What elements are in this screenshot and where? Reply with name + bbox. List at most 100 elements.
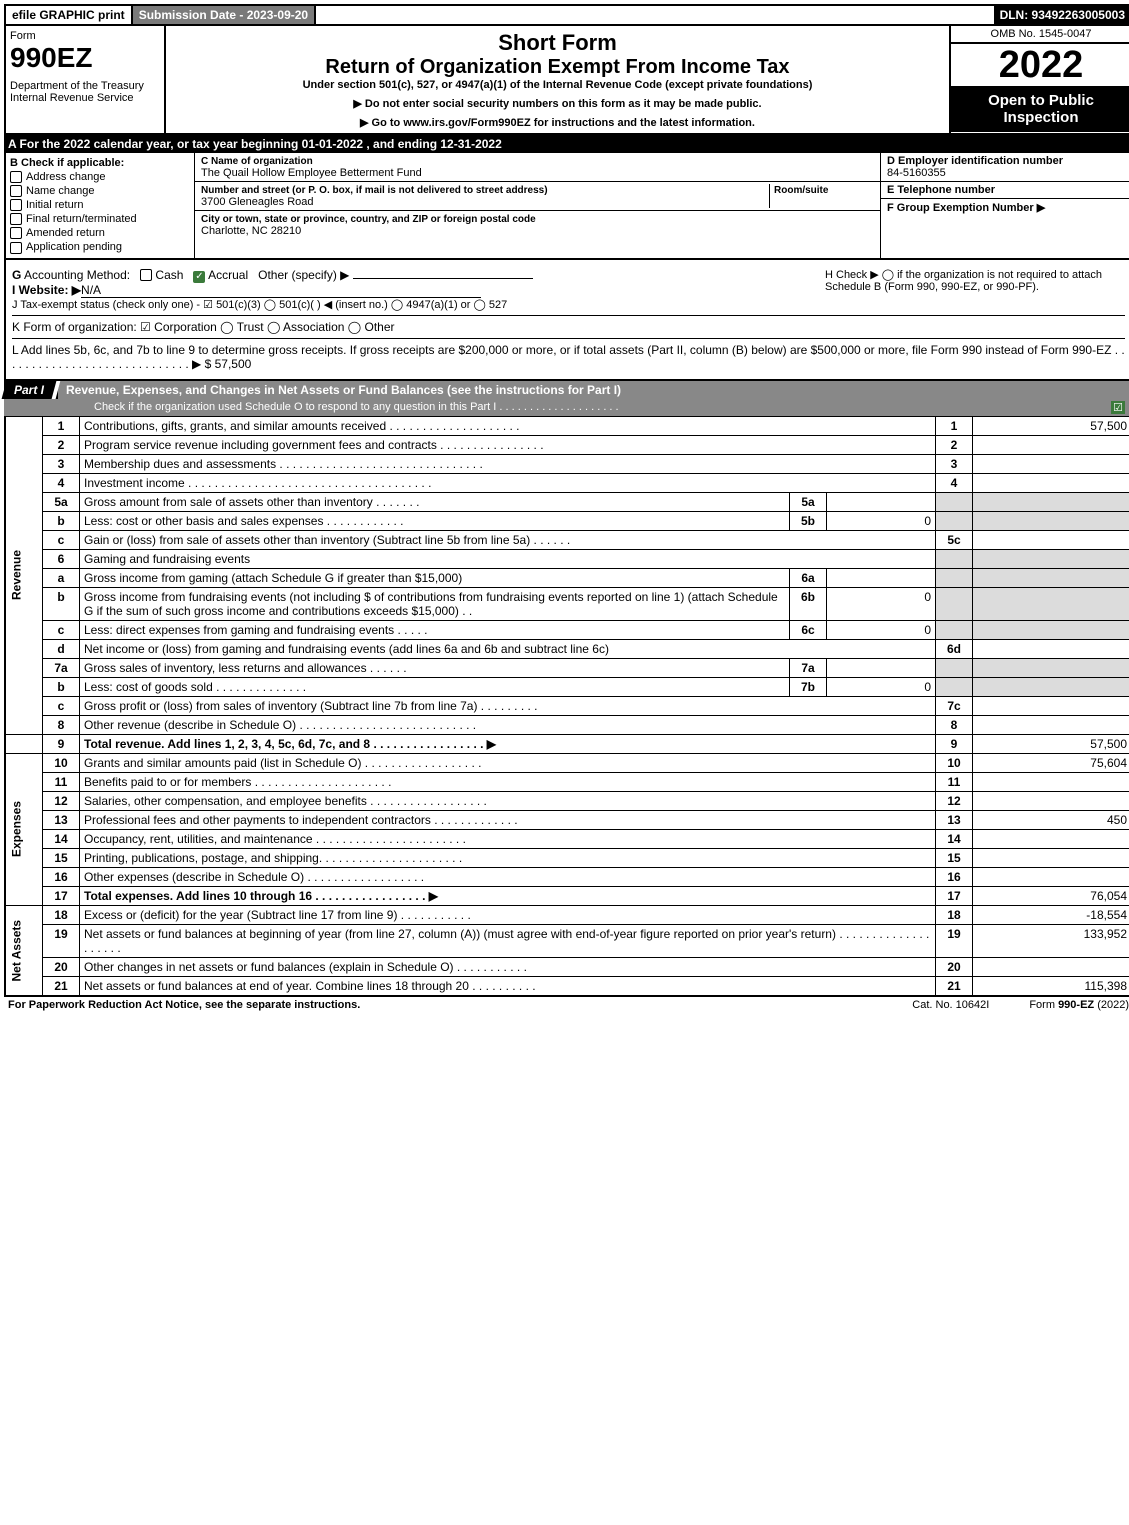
part-i-tab: Part I [2, 381, 61, 399]
line-6c-greybox [936, 620, 973, 639]
line-3-num: 3 [43, 454, 80, 473]
line-11-num: 11 [43, 772, 80, 791]
line-13-desc: Professional fees and other payments to … [80, 810, 936, 829]
line-3-box: 3 [936, 454, 973, 473]
line-14-amt [973, 829, 1129, 848]
c-addr-block: Number and street (or P. O. box, if mail… [195, 182, 880, 211]
line-21-amt: 115,398 [973, 976, 1129, 996]
chk-address[interactable]: Address change [10, 171, 190, 183]
ssn-warning: ▶ Do not enter social security numbers o… [174, 97, 941, 110]
chk-amended[interactable]: Amended return [10, 227, 190, 239]
line-13-num: 13 [43, 810, 80, 829]
line-6d-box: 6d [936, 639, 973, 658]
section-ghijkl: G Accounting Method: Cash ✓ Accrual Othe… [4, 260, 1129, 381]
page-footer: For Paperwork Reduction Act Notice, see … [4, 997, 1129, 1013]
line-6a-greybox [936, 568, 973, 587]
form-word: Form [10, 30, 160, 42]
part-i-sub: Check if the organization used Schedule … [4, 399, 1129, 416]
line-5b-greybox [936, 511, 973, 530]
goto-link[interactable]: ▶ Go to www.irs.gov/Form990EZ for instru… [174, 116, 941, 129]
col-def: D Employer identification number 84-5160… [880, 153, 1129, 258]
line-5a-greyamt [973, 492, 1129, 511]
department: Department of the Treasury Internal Reve… [10, 80, 160, 104]
line-19-box: 19 [936, 924, 973, 957]
header-right: OMB No. 1545-0047 2022 Open to Public In… [949, 26, 1129, 133]
line-7a-num: 7a [43, 658, 80, 677]
line-15-desc: Printing, publications, postage, and shi… [80, 848, 936, 867]
line-2-desc: Program service revenue including govern… [80, 435, 936, 454]
line-9-amt: 57,500 [973, 734, 1129, 753]
line-7c-desc: Gross profit or (loss) from sales of inv… [80, 696, 936, 715]
efile-label: efile GRAPHIC print [6, 6, 133, 24]
line-17-desc: Total expenses. Add lines 10 through 16 … [80, 886, 936, 905]
form-ref: Form 990-EZ (2022) [1029, 999, 1129, 1011]
line-10-amt: 75,604 [973, 753, 1129, 772]
line-15-box: 15 [936, 848, 973, 867]
line-9-desc: Total revenue. Add lines 1, 2, 3, 4, 5c,… [80, 734, 936, 753]
chk-name[interactable]: Name change [10, 185, 190, 197]
line-10-desc: Grants and similar amounts paid (list in… [80, 753, 936, 772]
line-16-box: 16 [936, 867, 973, 886]
room-label: Room/suite [774, 185, 828, 196]
line-13-box: 13 [936, 810, 973, 829]
line-6b-greybox [936, 587, 973, 620]
line-1-amt: 57,500 [973, 416, 1129, 435]
line-19-desc: Net assets or fund balances at beginning… [80, 924, 936, 957]
line-6c-num: c [43, 620, 80, 639]
line-3-amt [973, 454, 1129, 473]
line-7c-box: 7c [936, 696, 973, 715]
line-6d-amt [973, 639, 1129, 658]
line-5c-desc: Gain or (loss) from sale of assets other… [80, 530, 936, 549]
line-8-amt [973, 715, 1129, 734]
line-5b-greyamt [973, 511, 1129, 530]
line-12-num: 12 [43, 791, 80, 810]
line-9-num: 9 [43, 734, 80, 753]
line-3-desc: Membership dues and assessments . . . . … [80, 454, 936, 473]
col-b-checkboxes: B Check if applicable: Address change Na… [6, 153, 195, 258]
line-21-desc: Net assets or fund balances at end of ye… [80, 976, 936, 996]
line-1-num: 1 [43, 416, 80, 435]
part-i-checkbox[interactable]: ☑ [1111, 401, 1125, 414]
line-19-amt: 133,952 [973, 924, 1129, 957]
line-2-amt [973, 435, 1129, 454]
col-c-org: C Name of organization The Quail Hollow … [195, 153, 880, 258]
line-18-desc: Excess or (deficit) for the year (Subtra… [80, 905, 936, 924]
chk-final[interactable]: Final return/terminated [10, 213, 190, 225]
line-10-num: 10 [43, 753, 80, 772]
line-5c-amt [973, 530, 1129, 549]
d-ein: D Employer identification number 84-5160… [881, 153, 1129, 182]
line-1-box: 1 [936, 416, 973, 435]
gross-receipts: 57,500 [215, 357, 252, 371]
b-label: B Check if applicable: [10, 157, 190, 169]
netassets-label: Net Assets [5, 905, 43, 996]
line-7b-num: b [43, 677, 80, 696]
row-k-org-form: K Form of organization: ☑ Corporation ◯ … [12, 315, 1125, 334]
line-17-box: 17 [936, 886, 973, 905]
c-name-label: C Name of organization [201, 156, 313, 167]
line-6a-sub: 6a [790, 568, 827, 587]
line-10-box: 10 [936, 753, 973, 772]
line-6a-num: a [43, 568, 80, 587]
chk-pending[interactable]: Application pending [10, 241, 190, 253]
line-6c-greyamt [973, 620, 1129, 639]
line-6b-subamt: 0 [827, 587, 936, 620]
line-20-desc: Other changes in net assets or fund bala… [80, 957, 936, 976]
line-5b-sub: 5b [790, 511, 827, 530]
line-15-amt [973, 848, 1129, 867]
line-4-amt [973, 473, 1129, 492]
ein-value: 84-5160355 [887, 167, 946, 179]
line-6a-greyamt [973, 568, 1129, 587]
line-17-amt: 76,054 [973, 886, 1129, 905]
omb-number: OMB No. 1545-0047 [951, 26, 1129, 44]
line-6c-desc: Less: direct expenses from gaming and fu… [80, 620, 790, 639]
line-11-box: 11 [936, 772, 973, 791]
line-6b-num: b [43, 587, 80, 620]
header-center: Short Form Return of Organization Exempt… [166, 26, 949, 133]
line-5a-subamt [827, 492, 936, 511]
line-6d-num: d [43, 639, 80, 658]
line-7b-greyamt [973, 677, 1129, 696]
line-16-desc: Other expenses (describe in Schedule O) … [80, 867, 936, 886]
line-4-box: 4 [936, 473, 973, 492]
chk-initial[interactable]: Initial return [10, 199, 190, 211]
line-5a-sub: 5a [790, 492, 827, 511]
